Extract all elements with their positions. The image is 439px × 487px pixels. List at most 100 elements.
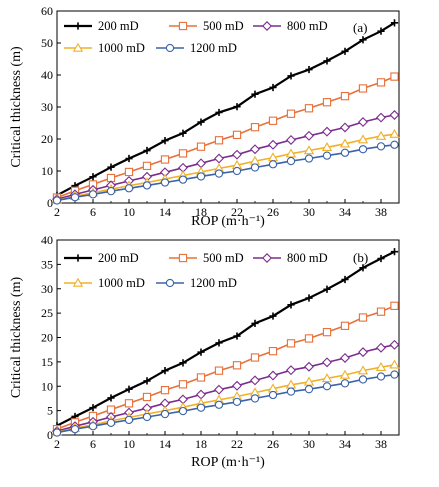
data-point bbox=[340, 148, 350, 157]
data-point bbox=[250, 375, 260, 386]
data-point bbox=[160, 409, 170, 419]
legend-label: 200 mD bbox=[98, 19, 139, 33]
x-axis-title: ROP (m·h⁻¹) bbox=[191, 214, 265, 229]
legend-label: 1000 mD bbox=[98, 276, 145, 290]
data-point bbox=[232, 166, 242, 176]
data-point bbox=[304, 104, 314, 113]
data-point bbox=[322, 151, 332, 160]
x-axis-title: ROP (m·h⁻¹) bbox=[191, 455, 265, 470]
data-point bbox=[161, 137, 169, 145]
legend-label: 1200 mD bbox=[190, 41, 237, 55]
data-point bbox=[125, 154, 133, 163]
data-point bbox=[322, 357, 332, 368]
data-point bbox=[124, 184, 134, 193]
data-point bbox=[286, 365, 296, 376]
data-point bbox=[340, 122, 350, 133]
data-point bbox=[160, 178, 170, 187]
x-tick-label: 26 bbox=[267, 437, 279, 451]
data-point bbox=[377, 27, 385, 35]
data-point bbox=[323, 285, 331, 293]
y-axis-title: Critical thickness (m) bbox=[9, 46, 24, 168]
data-point bbox=[250, 353, 260, 362]
data-point bbox=[357, 134, 369, 144]
legend-marker bbox=[72, 277, 84, 287]
data-point bbox=[389, 359, 400, 369]
data-point bbox=[358, 375, 368, 384]
data-point bbox=[340, 352, 350, 363]
legend-marker bbox=[74, 254, 82, 262]
data-point bbox=[322, 327, 332, 337]
data-point bbox=[304, 361, 314, 372]
data-point bbox=[142, 392, 152, 402]
y-tick-label: 35 bbox=[41, 257, 53, 271]
series-line bbox=[56, 21, 396, 197]
data-point bbox=[323, 57, 331, 65]
data-point bbox=[377, 254, 385, 263]
data-point bbox=[142, 181, 152, 190]
y-tick-label: 0 bbox=[47, 428, 53, 442]
legend-label: 800 mD bbox=[287, 251, 328, 265]
data-point bbox=[321, 373, 333, 383]
data-point bbox=[107, 394, 115, 402]
data-point bbox=[196, 403, 206, 412]
data-point bbox=[214, 384, 224, 395]
data-point bbox=[359, 264, 367, 272]
data-point bbox=[197, 118, 205, 126]
data-point bbox=[340, 321, 350, 330]
data-point bbox=[376, 342, 386, 353]
data-point bbox=[303, 145, 315, 155]
data-point bbox=[178, 380, 188, 389]
x-tick-label: 22 bbox=[231, 205, 243, 219]
data-point bbox=[250, 163, 260, 172]
data-point bbox=[52, 428, 62, 437]
data-point bbox=[303, 376, 315, 386]
data-point bbox=[142, 161, 152, 171]
data-point bbox=[357, 365, 369, 375]
legend-marker bbox=[262, 21, 272, 31]
data-point bbox=[214, 366, 224, 375]
data-point bbox=[143, 146, 151, 155]
data-point bbox=[268, 139, 278, 150]
data-point bbox=[124, 399, 134, 408]
data-point bbox=[286, 134, 296, 145]
x-tick-label: 30 bbox=[303, 437, 315, 451]
data-point bbox=[268, 346, 278, 356]
data-point bbox=[196, 172, 206, 181]
data-point bbox=[250, 144, 260, 155]
data-point bbox=[390, 140, 399, 149]
y-tick-label: 0 bbox=[47, 196, 53, 210]
data-point bbox=[106, 187, 116, 196]
y-tick-label: 15 bbox=[41, 355, 53, 369]
data-point bbox=[178, 406, 188, 416]
data-point bbox=[107, 163, 115, 171]
legend-marker bbox=[178, 21, 188, 31]
data-point bbox=[196, 158, 206, 169]
data-point bbox=[124, 415, 134, 425]
data-point bbox=[341, 275, 349, 284]
legend-label: 1200 mD bbox=[190, 276, 237, 290]
y-tick-label: 40 bbox=[41, 68, 53, 82]
y-tick-label: 5 bbox=[47, 404, 53, 418]
data-point bbox=[232, 149, 242, 160]
data-point bbox=[305, 65, 313, 74]
legend-marker bbox=[74, 22, 82, 30]
y-tick-label: 10 bbox=[41, 379, 53, 393]
data-point bbox=[287, 72, 295, 80]
data-point bbox=[304, 334, 314, 343]
data-point bbox=[142, 412, 152, 422]
data-point bbox=[286, 156, 296, 166]
data-point bbox=[390, 248, 399, 256]
data-point bbox=[322, 126, 332, 137]
y-tick-label: 25 bbox=[41, 306, 53, 320]
legend-marker bbox=[262, 253, 272, 263]
x-tick-label: 34 bbox=[339, 437, 351, 451]
y-tick-label: 40 bbox=[41, 233, 53, 247]
legend-marker bbox=[165, 43, 175, 53]
data-point bbox=[286, 387, 296, 396]
data-point bbox=[285, 148, 297, 158]
data-point bbox=[390, 301, 399, 310]
data-point bbox=[232, 361, 242, 370]
data-point bbox=[214, 169, 224, 178]
